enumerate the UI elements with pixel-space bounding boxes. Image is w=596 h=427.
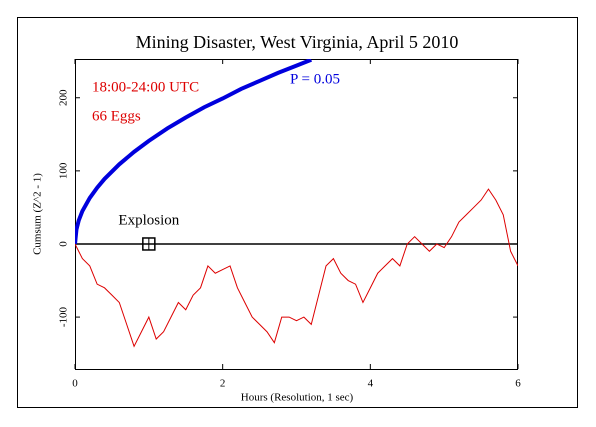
plot-frame (75, 59, 518, 370)
series-line (75, 59, 313, 245)
y-axis-label: Cumsum (Z^2 - 1) (32, 173, 44, 255)
annotation: 66 Eggs (92, 108, 141, 124)
y-tick-label: 200 (58, 89, 70, 106)
x-tick-label: 2 (220, 378, 226, 390)
series-line (75, 188, 518, 348)
chart-title: Mining Disaster, West Virginia, April 5 … (136, 32, 459, 52)
x-tick-label: 0 (72, 378, 78, 390)
x-tick-label: 6 (515, 378, 521, 390)
subtitle: 18:00-24:00 UTC (92, 79, 199, 95)
y-tick-label: 100 (58, 162, 70, 179)
annotation: Explosion (118, 212, 179, 228)
y-tick-label: -100 (58, 307, 70, 328)
y-tick-label: 0 (58, 241, 70, 247)
x-axis-label: Hours (Resolution, 1 sec) (241, 392, 354, 404)
x-tick-label: 4 (368, 378, 374, 390)
frame (17, 17, 578, 408)
legend-label: P = 0.05 (290, 71, 340, 87)
